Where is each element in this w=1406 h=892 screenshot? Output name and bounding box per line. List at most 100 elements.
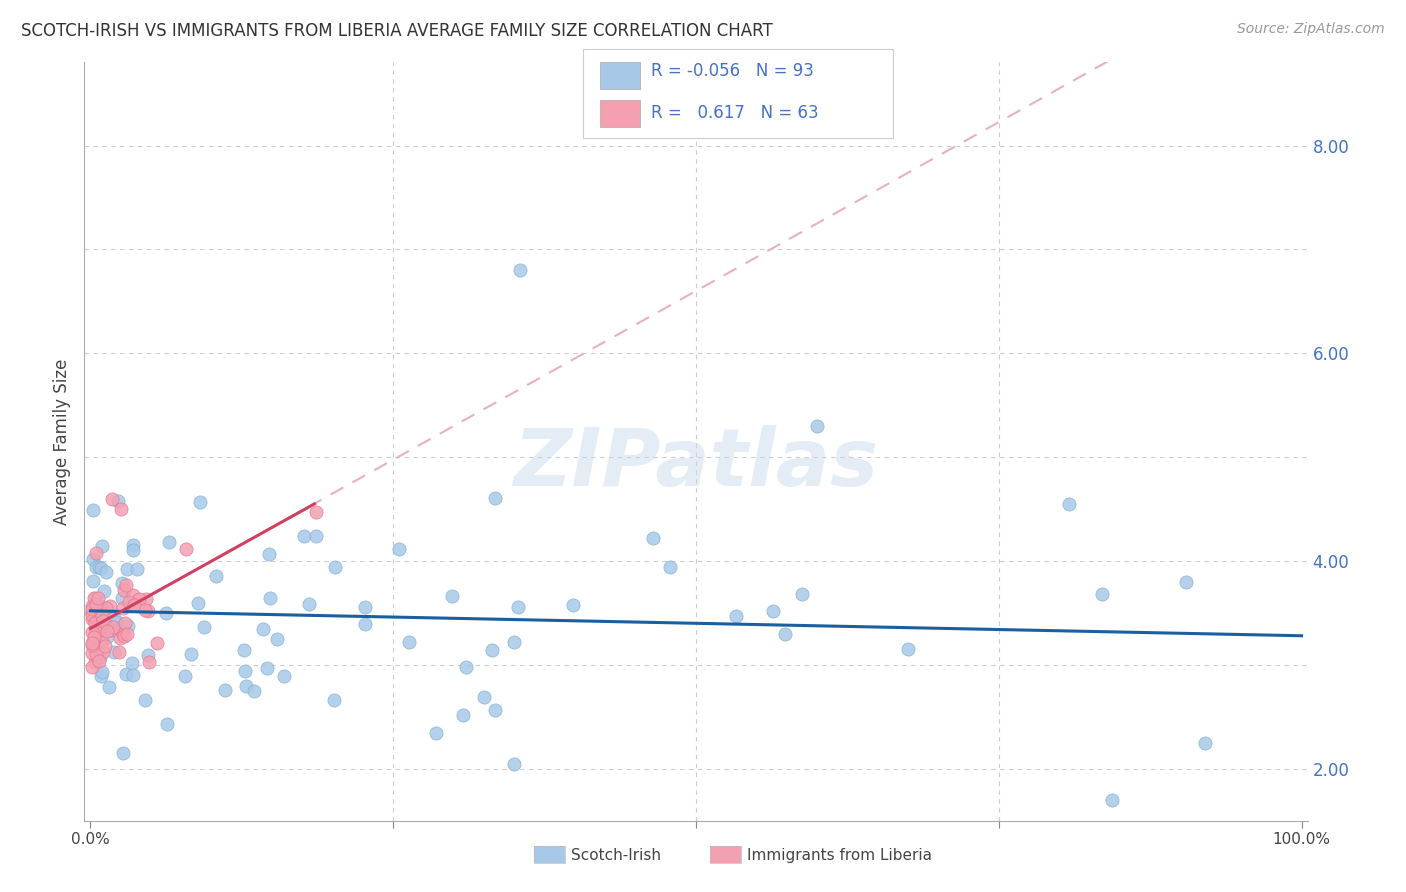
Text: R = -0.056   N = 93: R = -0.056 N = 93 <box>651 62 814 80</box>
Point <box>89 649 111 664</box>
Point <box>388 541 411 556</box>
Point <box>80 636 103 650</box>
Point <box>122 598 145 612</box>
Point <box>82 608 104 623</box>
Point <box>83 591 105 605</box>
Point <box>96 624 118 639</box>
Point <box>94 640 117 654</box>
Point <box>127 562 149 576</box>
Point <box>89 618 111 632</box>
Point <box>84 598 107 612</box>
Point <box>91 634 114 648</box>
Point <box>157 535 180 549</box>
Point <box>259 547 281 561</box>
Point <box>80 612 103 626</box>
Point <box>136 648 159 662</box>
Point <box>108 631 131 645</box>
Point <box>305 529 328 543</box>
Point <box>187 596 209 610</box>
Point <box>138 655 160 669</box>
Point <box>86 546 108 560</box>
Point <box>97 621 120 635</box>
Point <box>205 568 228 582</box>
Point <box>232 642 254 657</box>
Point <box>110 576 132 591</box>
Point <box>90 609 112 624</box>
Point <box>266 632 288 647</box>
Point <box>354 616 377 631</box>
Point <box>134 693 156 707</box>
Point <box>80 660 103 674</box>
Point <box>441 589 464 603</box>
Point <box>174 541 197 556</box>
Point <box>96 630 118 644</box>
Point <box>323 693 346 707</box>
Point <box>1057 497 1080 511</box>
Point <box>273 668 295 682</box>
Point <box>107 493 129 508</box>
Point <box>111 591 134 606</box>
Point <box>117 562 139 576</box>
Point <box>114 615 136 630</box>
Point <box>252 622 274 636</box>
Point <box>298 597 321 611</box>
Point <box>193 620 215 634</box>
Point <box>93 584 115 599</box>
Point <box>146 635 169 649</box>
Point <box>323 560 346 574</box>
Text: Source: ZipAtlas.com: Source: ZipAtlas.com <box>1237 22 1385 37</box>
Point <box>82 599 104 613</box>
Point <box>82 634 104 648</box>
Point <box>259 591 281 605</box>
Point <box>112 746 135 760</box>
Point <box>136 604 159 618</box>
Point <box>83 630 105 644</box>
Y-axis label: Average Family Size: Average Family Size <box>53 359 72 524</box>
Point <box>353 600 375 615</box>
Point <box>94 566 117 580</box>
Point <box>89 599 111 614</box>
Point <box>155 716 177 731</box>
Point <box>84 559 107 574</box>
Point <box>117 619 139 633</box>
Point <box>90 669 112 683</box>
Point <box>1090 587 1112 601</box>
Point <box>896 641 918 656</box>
Point <box>484 491 506 505</box>
Point <box>235 679 257 693</box>
Point <box>82 634 104 648</box>
Point <box>425 725 447 739</box>
Point <box>80 606 103 620</box>
Point <box>82 552 104 566</box>
Point <box>304 505 326 519</box>
Point <box>806 419 828 434</box>
Point <box>87 560 110 574</box>
Point <box>1174 575 1197 590</box>
Point <box>398 635 420 649</box>
Point <box>83 626 105 640</box>
Point <box>87 654 110 668</box>
Point <box>91 614 114 628</box>
Point <box>97 680 120 694</box>
Point <box>100 623 122 637</box>
Point <box>82 610 104 624</box>
Point <box>773 627 796 641</box>
Point <box>762 604 785 618</box>
Point <box>86 615 108 630</box>
Point <box>118 595 141 609</box>
Point <box>122 667 145 681</box>
Point <box>135 591 157 606</box>
Point <box>84 591 107 606</box>
Point <box>114 666 136 681</box>
Point <box>114 629 136 643</box>
Point <box>1194 736 1216 750</box>
Point <box>112 582 135 597</box>
Point <box>134 603 156 617</box>
Point <box>292 529 315 543</box>
Point <box>214 683 236 698</box>
Point <box>84 648 107 662</box>
Point <box>80 606 103 620</box>
Text: Immigrants from Liberia: Immigrants from Liberia <box>747 848 932 863</box>
Point <box>509 263 531 277</box>
Point <box>103 621 125 635</box>
